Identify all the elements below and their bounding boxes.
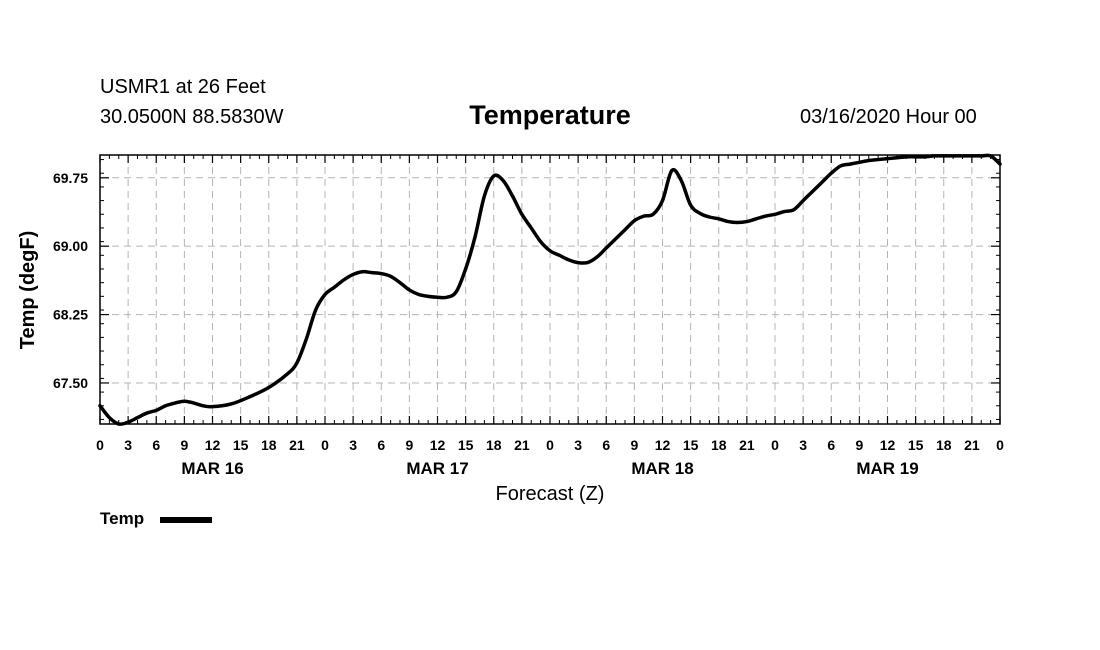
forecast-datetime: 03/16/2020 Hour 00 xyxy=(800,106,977,128)
x-tick-label: 12 xyxy=(205,437,221,453)
x-tick-label: 18 xyxy=(936,437,952,453)
x-tick-label: 0 xyxy=(546,437,554,453)
x-tick-label: 9 xyxy=(630,437,638,453)
x-tick-label: 3 xyxy=(124,437,132,453)
x-tick-label: 15 xyxy=(908,437,924,453)
x-tick-label: 21 xyxy=(739,437,755,453)
x-tick-label: 3 xyxy=(349,437,357,453)
plot-frame xyxy=(99,154,1001,425)
x-tick-label: 3 xyxy=(799,437,807,453)
x-tick-label: 18 xyxy=(711,437,727,453)
coordinates-label: 30.0500N 88.5830W xyxy=(100,106,284,128)
labels-layer: 0 3 6 9 12 15 18 21 0 3 6 9 12 15 18 21 0 3 6 9 12 15 18 21 0 3 6 9… xyxy=(53,170,1004,478)
x-tick-label: 6 xyxy=(602,437,610,453)
x-tick-label: 0 xyxy=(996,437,1004,453)
x-tick-label: 0 xyxy=(96,437,104,453)
x-tick-label: 0 xyxy=(771,437,779,453)
x-tick-label: 0 xyxy=(321,437,329,453)
x-tick-label: 15 xyxy=(458,437,474,453)
x-tick-label: 9 xyxy=(405,437,413,453)
chart-title: Temperature xyxy=(469,100,631,130)
x-tick-label: 12 xyxy=(655,437,671,453)
day-label: MAR 18 xyxy=(631,459,693,478)
x-tick-label: 18 xyxy=(261,437,277,453)
grid-layer xyxy=(100,155,1000,424)
day-label: MAR 16 xyxy=(181,459,243,478)
x-tick-label: 6 xyxy=(827,437,835,453)
legend-line-swatch xyxy=(160,517,212,523)
y-tick-label: 69.75 xyxy=(53,170,88,186)
x-tick-label: 15 xyxy=(683,437,699,453)
x-tick-label: 6 xyxy=(377,437,385,453)
x-tick-label: 15 xyxy=(233,437,249,453)
y-tick-label: 69.00 xyxy=(53,238,88,254)
x-tick-label: 18 xyxy=(486,437,502,453)
legend-label: Temp xyxy=(100,509,145,528)
x-tick-label: 6 xyxy=(152,437,160,453)
x-tick-label: 21 xyxy=(514,437,530,453)
x-tick-label: 12 xyxy=(880,437,896,453)
x-tick-label: 9 xyxy=(855,437,863,453)
x-tick-label: 21 xyxy=(964,437,980,453)
x-tick-label: 12 xyxy=(430,437,446,453)
day-label: MAR 19 xyxy=(856,459,918,478)
x-tick-label: 9 xyxy=(180,437,188,453)
y-axis-title: Temp (degF) xyxy=(17,231,39,350)
temp-series-line xyxy=(98,153,1002,426)
x-axis-title: Forecast (Z) xyxy=(496,483,605,505)
x-tick-label: 3 xyxy=(574,437,582,453)
station-label: USMR1 at 26 Feet xyxy=(100,76,266,98)
day-label: MAR 17 xyxy=(406,459,468,478)
y-tick-label: 67.50 xyxy=(53,375,88,391)
x-tick-label: 21 xyxy=(289,437,305,453)
y-tick-label: 68.25 xyxy=(53,307,88,323)
